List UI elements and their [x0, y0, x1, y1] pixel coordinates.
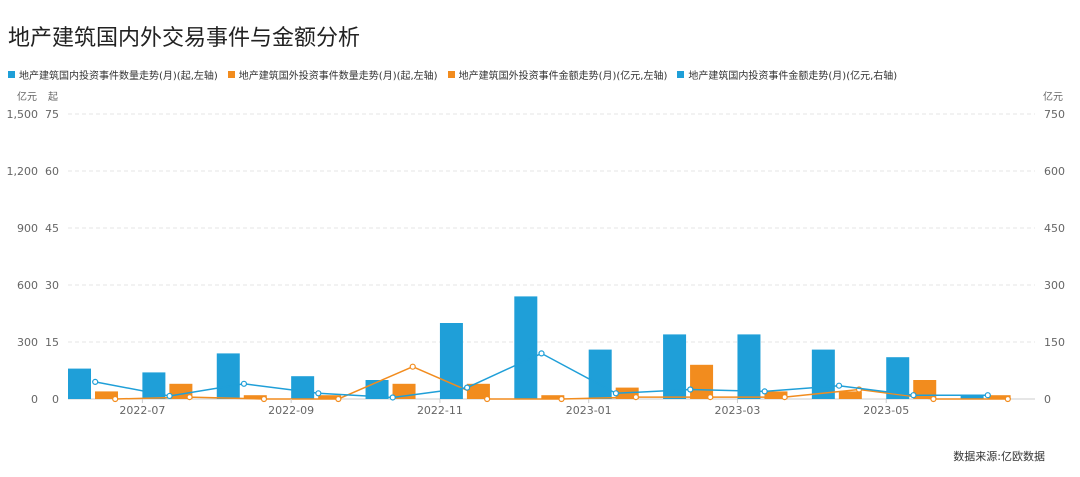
legend-swatch: [8, 70, 15, 78]
line-point: [484, 395, 491, 403]
line-point: [166, 392, 173, 400]
legend-swatch: [447, 70, 455, 78]
line-point: [260, 395, 268, 403]
legend-item-foreign-amount[interactable]: 地产建筑国外投资事件金额走势(月)(亿元,左轴): [447, 67, 668, 82]
line-point: [92, 378, 99, 385]
line-point: [1004, 395, 1011, 403]
line-point: [835, 382, 843, 389]
y-tick-label-left-count: 30: [45, 279, 59, 292]
line-point: [781, 394, 788, 401]
bar: [987, 395, 1011, 399]
line-point: [612, 390, 619, 397]
y-tick-label-right: 450: [1044, 222, 1065, 235]
y-tick-label-left-amount: 1,200: [7, 165, 39, 178]
legend-label: 地产建筑国外投资事件金额走势(月)(亿元,左轴): [458, 70, 668, 82]
bar: [690, 364, 714, 399]
bar: [764, 391, 788, 399]
line-point: [186, 394, 193, 401]
legend-label: 地产建筑国外投资事件数量走势(月)(起,左轴): [238, 70, 438, 82]
legend-item-domestic-count[interactable]: 地产建筑国内投资事件数量走势(月)(起,左轴): [8, 67, 218, 82]
bar: [466, 383, 490, 399]
bar: [886, 357, 910, 399]
y-tick-label-left-count: 75: [45, 108, 59, 121]
y-tick-label-right: 0: [1044, 393, 1051, 406]
y-tick-label-right: 150: [1044, 336, 1065, 349]
bar: [95, 391, 118, 399]
y-tick-label-right: 600: [1044, 165, 1065, 178]
bar: [588, 349, 612, 399]
line-point: [761, 388, 768, 395]
y-tick-label-left-count: 60: [45, 165, 59, 178]
legend-swatch: [677, 70, 685, 78]
series-line: [115, 365, 1008, 400]
x-tick-label: 2022-11: [417, 404, 463, 417]
y-tick-label-left-amount: 1,500: [7, 108, 39, 121]
line-point: [930, 395, 937, 403]
line-point: [538, 350, 545, 357]
x-tick-label: 2022-07: [119, 404, 165, 417]
left-axis-unit-amount: 亿元: [17, 90, 37, 103]
x-tick-label: 2023-05: [863, 404, 909, 417]
y-tick-label-left-count: 15: [45, 336, 59, 349]
y-tick-label-right: 300: [1044, 279, 1065, 292]
bar: [68, 368, 91, 399]
legend-label: 地产建筑国内投资事件数量走势(月)(起,左轴): [19, 70, 218, 82]
chart-title: 地产建筑国内外交易事件与金额分析: [8, 26, 361, 51]
bar: [318, 395, 342, 399]
bar: [514, 296, 538, 399]
bar: [838, 391, 862, 399]
data-source: 数据来源:亿欧数据: [953, 450, 1045, 463]
line-point: [910, 392, 917, 399]
line-point: [632, 394, 639, 401]
line-point: [240, 380, 248, 387]
x-tick-label: 2023-03: [714, 404, 760, 417]
x-tick-label: 2023-01: [566, 404, 612, 417]
y-tick-label-right: 750: [1044, 108, 1065, 121]
line-point: [687, 386, 694, 393]
y-tick-label-left-amount: 300: [17, 336, 38, 349]
line-point: [112, 395, 119, 403]
y-tick-label-left-count: 0: [52, 393, 59, 406]
y-tick-label-left-count: 45: [45, 222, 59, 235]
x-tick-label: 2022-09: [268, 404, 314, 417]
bar: [960, 395, 984, 399]
y-tick-label-left-amount: 900: [17, 222, 38, 235]
line-point: [984, 392, 991, 399]
line-point: [409, 363, 416, 370]
bar: [291, 376, 315, 399]
line-point: [558, 395, 565, 403]
legend-swatch: [227, 70, 235, 78]
bar: [541, 395, 565, 399]
legend-item-foreign-count[interactable]: 地产建筑国外投资事件数量走势(月)(起,左轴): [227, 67, 438, 82]
legend-item-domestic-amount[interactable]: 地产建筑国内投资事件金额走势(月)(亿元,右轴): [677, 67, 897, 82]
y-tick-label-left-amount: 600: [17, 279, 38, 292]
y-tick-label-left-amount: 0: [31, 393, 38, 406]
line-point: [315, 390, 322, 397]
line-point: [335, 395, 342, 403]
left-axis-unit-count: 起: [48, 91, 58, 103]
bar: [663, 334, 687, 399]
bar: [913, 380, 937, 399]
bar: [243, 395, 267, 399]
chart-legend: 地产建筑国内投资事件数量走势(月)(起,左轴) 地产建筑国外投资事件数量走势(月…: [8, 67, 907, 82]
bar: [737, 334, 761, 399]
line-point: [707, 394, 714, 401]
line-point: [464, 384, 471, 391]
right-axis-unit: 亿元: [1043, 90, 1063, 103]
legend-label: 地产建筑国内投资事件金额走势(月)(亿元,右轴): [688, 70, 898, 82]
bar: [439, 323, 463, 399]
bar: [216, 353, 240, 399]
line-point: [389, 394, 396, 401]
